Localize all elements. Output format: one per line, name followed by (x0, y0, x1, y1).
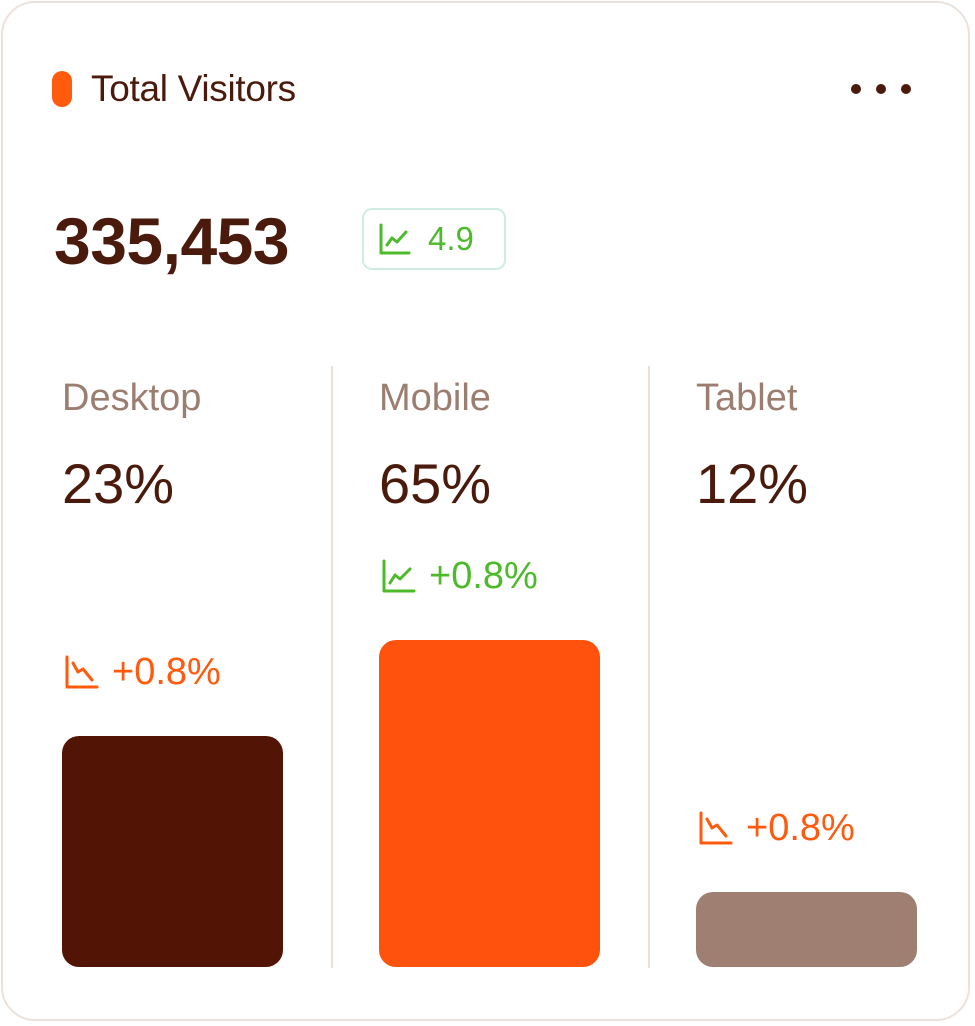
device-label: Desktop (62, 377, 202, 419)
more-dot (901, 84, 911, 94)
trend-up-icon (381, 558, 417, 594)
trend-down-icon (698, 810, 734, 846)
device-label: Mobile (379, 377, 491, 419)
device-change: +0.8% (64, 650, 221, 694)
column-divider (331, 366, 333, 968)
device-percent: 12% (696, 452, 809, 515)
device-column-tablet: Tablet 12% +0.8% (3, 3, 917, 1019)
device-change-value: +0.8% (429, 555, 538, 597)
device-change-value: +0.8% (746, 807, 855, 849)
device-bar-tablet (696, 892, 917, 967)
device-column-desktop: Desktop 23% +0.8% (3, 3, 283, 1019)
total-change-badge: 4.9 (362, 208, 506, 270)
more-dot (876, 84, 886, 94)
device-change: +0.8% (698, 806, 855, 850)
title-accent-marker (52, 71, 72, 107)
trend-up-icon (378, 222, 412, 256)
device-change: +0.8% (381, 554, 538, 598)
device-bar-desktop (62, 736, 283, 967)
total-visitors-value: 335,453 (54, 204, 290, 278)
card-title: Total Visitors (91, 68, 296, 109)
device-bar-mobile (379, 640, 600, 967)
device-column-mobile: Mobile 65% +0.8% (3, 3, 600, 1019)
card-header: Total Visitors (52, 67, 296, 111)
device-change-value: +0.8% (112, 651, 221, 693)
trend-down-icon (64, 654, 100, 690)
device-percent: 65% (379, 452, 492, 515)
more-horizontal-icon (851, 84, 861, 94)
total-change-value: 4.9 (428, 220, 474, 257)
device-label: Tablet (696, 377, 798, 419)
device-percent: 23% (62, 452, 175, 515)
more-options-button[interactable] (851, 76, 911, 102)
column-divider (648, 366, 650, 968)
